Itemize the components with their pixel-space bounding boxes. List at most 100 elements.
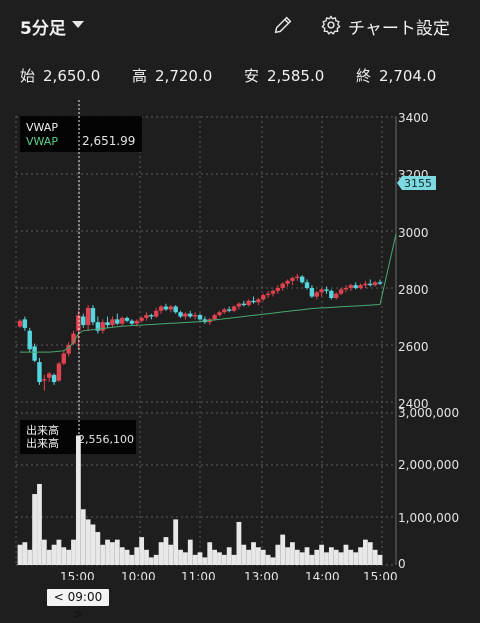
- candle-body: [144, 315, 149, 318]
- candle-body: [217, 312, 222, 316]
- volume-bar: [324, 552, 329, 565]
- volume-bar: [226, 547, 232, 565]
- candle-body: [178, 312, 183, 317]
- volume-bar: [270, 557, 276, 565]
- candle-body: [226, 309, 232, 311]
- candle-body: [110, 319, 115, 326]
- last-price-marker-label: 3155: [404, 177, 432, 190]
- price-tick-4: 2600: [398, 340, 429, 354]
- volume-bar: [153, 554, 159, 565]
- volume-bar: [173, 519, 179, 565]
- volume-bar: [377, 554, 383, 565]
- chart-settings-button[interactable]: チャート設定: [348, 19, 450, 39]
- timeframe-selector[interactable]: 5分足: [20, 19, 66, 39]
- candle-body: [105, 322, 110, 326]
- chevron-down-icon[interactable]: [72, 21, 84, 28]
- volume-bar: [202, 557, 208, 565]
- volume-bar: [46, 549, 52, 565]
- ohlc-high-key: 高: [132, 67, 148, 85]
- ohlc-low: 安 2,585.0: [244, 65, 324, 86]
- volume-bar: [338, 552, 344, 565]
- candle-body: [85, 307, 91, 326]
- candle-body: [358, 285, 363, 288]
- volume-bar: [158, 542, 164, 565]
- volume-bar: [168, 544, 174, 565]
- vwap-line: [20, 233, 397, 353]
- volume-bar: [22, 542, 28, 565]
- ohlc-close: 終 2,704.0: [356, 65, 436, 86]
- volume-bar: [56, 539, 62, 565]
- price-tick-3: 2800: [398, 283, 429, 297]
- volume-bar: [221, 554, 227, 565]
- ohlc-low-key: 安: [244, 67, 260, 85]
- ohlc-open: 始 2,650.0: [20, 65, 100, 86]
- candle-body: [17, 320, 23, 327]
- volume-bar: [148, 557, 154, 565]
- volume-bar: [363, 539, 368, 565]
- candle-body: [168, 306, 174, 310]
- candle-body: [212, 315, 217, 320]
- gear-icon[interactable]: [320, 14, 342, 36]
- time-tick-5: 15:00: [363, 570, 398, 580]
- ohlc-open-key: 始: [20, 67, 36, 85]
- candle-body: [256, 299, 261, 303]
- pencil-icon[interactable]: [272, 14, 294, 36]
- candle-body: [309, 288, 315, 297]
- candle-body: [338, 289, 344, 294]
- candle-body: [197, 315, 203, 320]
- volume-bar: [251, 542, 256, 565]
- candle-body: [236, 303, 242, 307]
- candle-body: [261, 295, 266, 300]
- candle-body: [124, 317, 130, 321]
- candle-body: [368, 283, 373, 286]
- volume-bar: [372, 549, 378, 565]
- volume-bar: [61, 547, 67, 565]
- time-tick-3: 13:00: [244, 570, 279, 580]
- volume-legend-title: 出来高: [26, 423, 59, 437]
- candle-body: [192, 315, 198, 317]
- candle-body: [285, 280, 290, 284]
- candle-body: [280, 283, 285, 288]
- volume-bar: [95, 532, 101, 565]
- price-legend-series: VWAP: [26, 135, 58, 148]
- volume-bar: [304, 547, 310, 565]
- candle-body: [90, 307, 96, 323]
- price-volume-chart[interactable]: VWAP VWAP 2,651.99 出来高 出来高 2,556,100 340…: [0, 100, 480, 580]
- volume-bar: [139, 537, 145, 565]
- volume-bar: [207, 542, 213, 565]
- volume-bar: [27, 549, 33, 565]
- volume-bar: [309, 554, 315, 565]
- candle-body: [37, 362, 42, 383]
- candle-body: [56, 363, 62, 381]
- volume-bar: [348, 549, 354, 565]
- volume-bar: [85, 519, 91, 565]
- candle-body: [51, 374, 57, 383]
- volume-bar: [119, 547, 125, 565]
- candle-body: [61, 353, 66, 364]
- candle-body: [129, 320, 135, 324]
- volume-bar: [163, 537, 169, 565]
- volume-bar: [328, 547, 334, 565]
- volume-tick-1: 2,000,000: [398, 458, 459, 472]
- volume-bar: [41, 539, 47, 565]
- candle-body: [95, 322, 101, 331]
- candle-body: [231, 306, 237, 311]
- volume-tick-2: 1,000,000: [398, 511, 459, 525]
- ohlc-close-value: 2,704.0: [379, 67, 437, 85]
- candle-body: [299, 276, 305, 283]
- price-tick-5: 2400: [398, 397, 429, 411]
- candle-body: [71, 333, 76, 344]
- candle-body: [363, 283, 368, 286]
- candle-body: [100, 322, 105, 331]
- volume-legend-value: 2,556,100: [78, 433, 134, 446]
- volume-bar: [265, 554, 271, 565]
- volume-bar: [367, 542, 373, 565]
- volume-bar: [90, 524, 96, 565]
- volume-bar: [246, 549, 252, 565]
- top-bar: 5分足 チャート設定: [0, 0, 480, 52]
- volume-bar: [285, 547, 290, 565]
- volume-bar: [66, 549, 72, 565]
- volume-bar: [260, 549, 266, 565]
- volume-bar: [314, 549, 320, 565]
- candle-body: [353, 285, 358, 288]
